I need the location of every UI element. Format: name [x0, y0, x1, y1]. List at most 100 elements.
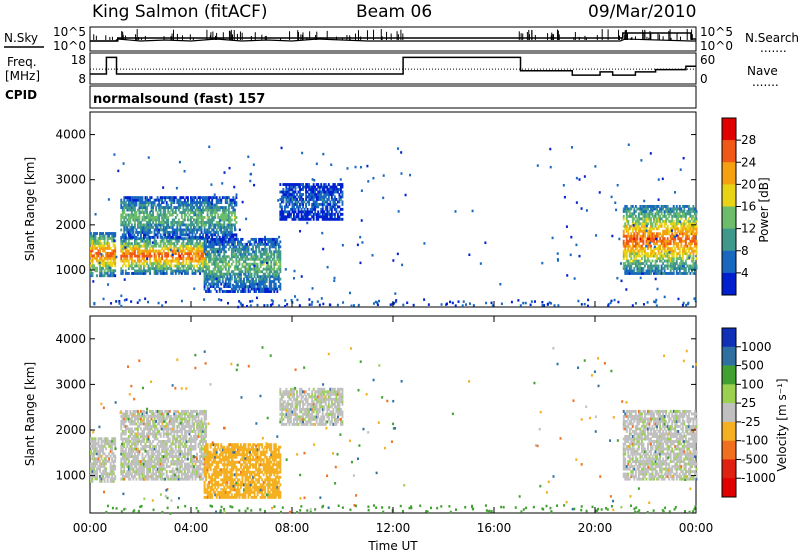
echo-cell	[126, 259, 129, 263]
echo-cell	[259, 287, 262, 291]
echo-cell	[200, 208, 203, 212]
echo-cell	[126, 223, 129, 227]
echo-cell	[262, 275, 265, 279]
echo-cell	[256, 272, 259, 276]
echo-cell	[91, 467, 94, 471]
echo-cell	[156, 226, 159, 230]
echo-cell	[200, 244, 203, 248]
echo-cell	[311, 287, 314, 290]
echo-cell	[695, 264, 698, 268]
echo-cell	[689, 224, 692, 228]
echo-cell	[692, 224, 695, 228]
echo-cell	[654, 207, 657, 211]
echo-cell	[120, 432, 123, 436]
echo-cell	[202, 201, 205, 205]
echo-cell	[141, 262, 144, 265]
echo-cell	[221, 225, 224, 229]
echo-cell	[693, 242, 696, 246]
echo-cell	[333, 197, 336, 201]
echo-cell	[247, 250, 250, 254]
echo-cell	[168, 259, 171, 263]
echo-cell	[640, 237, 643, 241]
echo-cell	[249, 280, 251, 284]
echo-cell	[274, 242, 277, 246]
echo-cell	[640, 267, 643, 270]
echo-cell	[143, 244, 145, 248]
echo-cell	[212, 255, 215, 259]
echo-cell	[159, 244, 162, 248]
echo-cell	[114, 444, 117, 448]
echo-cell	[130, 452, 133, 456]
echo-cell	[129, 419, 132, 423]
echo-cell	[306, 183, 309, 186]
echo-cell	[215, 208, 218, 212]
echo-cell	[161, 254, 164, 258]
echo-cell	[291, 200, 294, 204]
echo-cell	[643, 199, 646, 203]
echo-cell	[277, 199, 280, 202]
echo-cell	[132, 457, 135, 461]
echo-cell	[109, 479, 112, 483]
echo-cell	[276, 270, 279, 274]
echo-cell	[100, 254, 103, 258]
echo-cell	[146, 252, 148, 256]
echo-cell	[209, 213, 212, 217]
echo-cell	[690, 242, 693, 246]
echo-cell	[161, 257, 164, 261]
echo-cell	[218, 221, 221, 224]
echo-cell	[634, 229, 637, 233]
echo-cell	[320, 215, 323, 219]
echo-cell	[202, 223, 205, 227]
echo-cell	[288, 210, 291, 214]
echo-cell	[280, 215, 283, 219]
echo-cell	[103, 472, 106, 476]
echo-cell	[124, 475, 127, 479]
echo-cell	[575, 201, 578, 204]
echo-cell	[318, 197, 321, 201]
echo-cell	[671, 272, 674, 275]
echo-cell	[221, 208, 224, 212]
echo-cell	[647, 222, 649, 226]
echo-cell	[684, 262, 687, 265]
echo-cell	[651, 232, 654, 236]
echo-cell	[127, 262, 130, 265]
echo-cell	[114, 256, 117, 260]
echo-cell	[197, 201, 200, 205]
echo-cell	[232, 250, 235, 254]
echo-cell	[218, 206, 221, 209]
echo-cell	[669, 242, 672, 246]
echo-cell	[146, 198, 148, 202]
echo-cell	[660, 207, 663, 211]
echo-cell	[111, 472, 114, 476]
echo-cell	[193, 198, 195, 202]
echo-cell	[243, 245, 245, 249]
echo-cell	[292, 277, 295, 280]
echo-cell	[155, 223, 158, 227]
echo-cell	[220, 237, 223, 241]
echo-cell	[616, 276, 619, 280]
echo-cell	[286, 195, 289, 199]
echo-cell	[196, 239, 198, 243]
echo-cell	[106, 244, 109, 248]
echo-cell	[669, 249, 672, 253]
echo-cell	[675, 217, 678, 221]
echo-cell	[211, 228, 214, 232]
echo-cell	[651, 237, 654, 241]
echo-cell	[156, 211, 159, 214]
echo-cell	[170, 259, 173, 263]
echo-cell	[138, 237, 141, 241]
echo-cell	[179, 254, 182, 258]
echo-cell	[206, 275, 209, 278]
echo-cell	[671, 259, 674, 263]
echo-cell	[282, 183, 285, 186]
echo-cell	[329, 188, 332, 191]
echo-cell	[660, 204, 663, 208]
echo-cell	[217, 223, 220, 227]
echo-cell	[271, 272, 274, 276]
echo-cell	[109, 454, 112, 458]
echo-cell	[614, 201, 617, 205]
echo-cell	[120, 247, 123, 251]
echo-cell	[230, 228, 233, 232]
echo-cell	[114, 274, 117, 278]
echo-cell	[672, 242, 675, 246]
